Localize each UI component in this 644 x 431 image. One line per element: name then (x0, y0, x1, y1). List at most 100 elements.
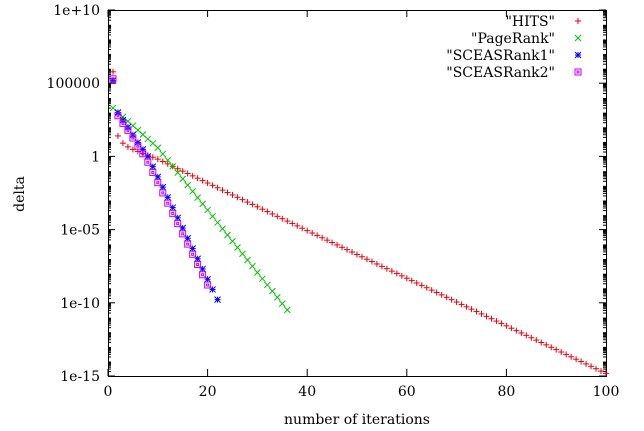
data-point (344, 246, 351, 253)
data-point (498, 320, 505, 327)
data-point (204, 281, 212, 289)
x-tick-label: 100 (593, 384, 620, 400)
data-point (199, 271, 207, 279)
data-point (134, 142, 142, 150)
data-point (194, 175, 201, 182)
data-point (393, 270, 400, 277)
data-point (418, 282, 425, 289)
data-point (488, 315, 495, 322)
y-tick-label: 1e-10 (60, 296, 100, 312)
data-point (179, 175, 187, 183)
data-point (299, 225, 306, 232)
data-point (184, 170, 191, 177)
data-point (269, 210, 276, 217)
data-point (154, 144, 162, 152)
data-point (229, 191, 236, 198)
data-point (184, 240, 192, 248)
legend-label: "SCEASRank1" (446, 48, 555, 64)
data-point (284, 218, 291, 225)
data-point (443, 294, 450, 301)
data-point (259, 275, 266, 283)
x-tick-label: 0 (104, 384, 113, 400)
legend-label: "SCEASRank2" (446, 65, 555, 81)
data-point (528, 334, 535, 341)
data-point (239, 196, 246, 203)
data-point (254, 269, 261, 276)
data-point (204, 206, 211, 214)
data-point (219, 187, 226, 194)
data-point (309, 229, 316, 236)
data-point (124, 126, 132, 134)
series-0 (109, 68, 609, 377)
data-point (169, 163, 177, 170)
data-point (268, 287, 276, 295)
x-axis-label: number of iterations (284, 412, 430, 428)
data-point (388, 268, 395, 275)
data-point (533, 337, 540, 344)
data-point (214, 219, 221, 226)
y-tick-label: 1 (91, 149, 100, 165)
data-point (478, 310, 485, 317)
data-point (214, 296, 221, 304)
data-point (373, 260, 380, 267)
data-point (513, 327, 520, 334)
data-point (573, 356, 580, 363)
data-point (194, 261, 202, 269)
data-point (383, 265, 390, 272)
data-point (224, 189, 231, 196)
data-point (119, 119, 127, 127)
axis-ticks (107, 9, 607, 377)
data-point (244, 199, 251, 206)
data-point (249, 201, 256, 208)
legend: "HITS""PageRank""SCEASRank1""SCEASRank2" (446, 14, 582, 81)
data-point (179, 230, 187, 238)
data-point (563, 351, 570, 358)
data-point (428, 287, 435, 294)
x-tick-label: 40 (298, 384, 316, 400)
data-point (508, 325, 515, 332)
data-point (249, 262, 256, 270)
data-point (114, 132, 121, 139)
data-point (334, 241, 341, 248)
data-point (453, 299, 460, 306)
data-point (234, 194, 241, 201)
data-point (283, 306, 291, 314)
data-point (279, 215, 286, 222)
data-point (588, 363, 595, 370)
data-point (134, 139, 142, 146)
data-point (274, 213, 281, 220)
y-tick-label: 100000 (47, 76, 100, 92)
data-point (264, 281, 271, 289)
data-point (209, 212, 216, 220)
data-point (433, 289, 440, 296)
y-tick-label: 1e+10 (53, 3, 100, 19)
data-point (349, 249, 356, 256)
data-point (159, 189, 167, 197)
data-point (159, 150, 167, 158)
data-point (169, 209, 177, 217)
data-point (548, 344, 555, 351)
data-point (164, 199, 172, 207)
data-point (109, 77, 117, 84)
data-point (339, 244, 346, 251)
x-tick-label: 20 (199, 384, 217, 400)
data-point (234, 244, 241, 251)
data-point (593, 365, 600, 372)
data-point (174, 169, 182, 177)
data-point (239, 250, 246, 258)
data-point (259, 206, 266, 213)
data-point (358, 253, 365, 260)
data-point (229, 237, 236, 245)
data-point (568, 353, 575, 360)
data-point (553, 346, 560, 353)
data-point (278, 300, 286, 307)
data-point (164, 156, 172, 164)
data-point (583, 360, 590, 367)
data-point (319, 234, 326, 241)
data-point (558, 349, 565, 356)
data-point (423, 284, 430, 291)
data-point (139, 150, 147, 158)
data-point (523, 332, 530, 339)
data-point (363, 256, 370, 263)
axis-tick-labels: 0 20 40 60 80 100 1e-15 1e-10 1e-05 1 100000 1e+10 (47, 3, 620, 400)
